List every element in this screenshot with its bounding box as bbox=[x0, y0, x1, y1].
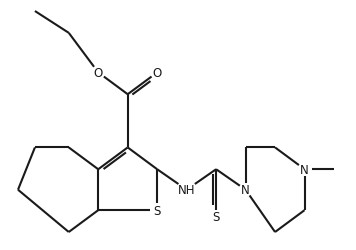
Text: O: O bbox=[94, 66, 103, 80]
Text: S: S bbox=[213, 211, 220, 224]
Text: S: S bbox=[153, 204, 161, 217]
Text: NH: NH bbox=[178, 184, 195, 196]
Text: N: N bbox=[300, 163, 309, 176]
Text: N: N bbox=[241, 184, 250, 196]
Text: O: O bbox=[152, 66, 162, 80]
